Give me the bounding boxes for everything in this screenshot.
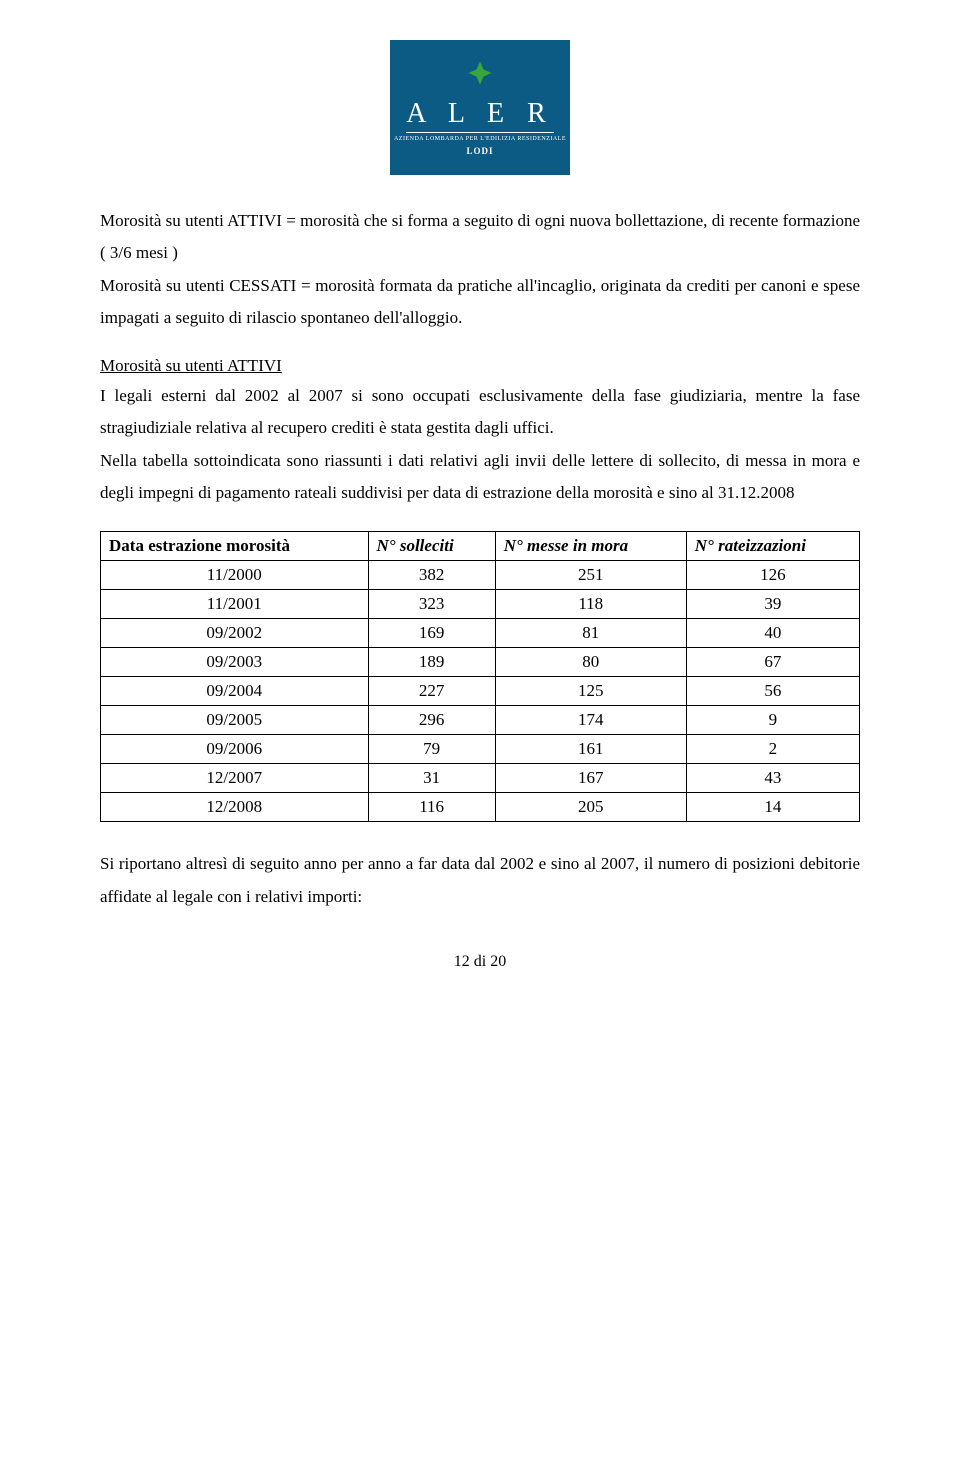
table-cell: 296: [368, 706, 495, 735]
table-cell: 31: [368, 764, 495, 793]
table-cell: 174: [495, 706, 686, 735]
table-row: 09/20052961749: [101, 706, 860, 735]
table-cell: 116: [368, 793, 495, 822]
table-cell: 39: [686, 590, 859, 619]
col-header-messe: N° messe in mora: [495, 532, 686, 561]
table-cell: 227: [368, 677, 495, 706]
col-header-rateizzazioni: N° rateizzazioni: [686, 532, 859, 561]
paragraph-1: Morosità su utenti ATTIVI = morosità che…: [100, 211, 860, 262]
table-row: 12/20073116743: [101, 764, 860, 793]
table-cell: 11/2000: [101, 561, 369, 590]
table-body: 11/200038225112611/20013231183909/200216…: [101, 561, 860, 822]
table-cell: 169: [368, 619, 495, 648]
table-cell: 67: [686, 648, 859, 677]
table-cell: 125: [495, 677, 686, 706]
table-cell: 205: [495, 793, 686, 822]
table-row: 12/200811620514: [101, 793, 860, 822]
table-cell: 09/2003: [101, 648, 369, 677]
table-cell: 09/2005: [101, 706, 369, 735]
table-cell: 161: [495, 735, 686, 764]
section-paragraph-group: I legali esterni dal 2002 al 2007 si son…: [100, 380, 860, 509]
table-row: 11/200132311839: [101, 590, 860, 619]
intro-paragraph-group: Morosità su utenti ATTIVI = morosità che…: [100, 205, 860, 334]
table-cell: 251: [495, 561, 686, 590]
paragraph-2: Morosità su utenti CESSATI = morosità fo…: [100, 276, 860, 327]
morosita-table: Data estrazione morosità N° solleciti N°…: [100, 531, 860, 822]
table-cell: 56: [686, 677, 859, 706]
table-cell: 9: [686, 706, 859, 735]
table-cell: 81: [495, 619, 686, 648]
table-cell: 43: [686, 764, 859, 793]
document-page: A L E R AZIENDA LOMBARDA PER L'EDILIZIA …: [0, 0, 960, 1001]
table-row: 09/20021698140: [101, 619, 860, 648]
logo-icon: [466, 59, 494, 92]
table-cell: 79: [368, 735, 495, 764]
table-row: 11/2000382251126: [101, 561, 860, 590]
table-cell: 126: [686, 561, 859, 590]
paragraph-5: Si riportano altresì di seguito anno per…: [100, 848, 860, 913]
table-cell: 323: [368, 590, 495, 619]
table-cell: 11/2001: [101, 590, 369, 619]
logo: A L E R AZIENDA LOMBARDA PER L'EDILIZIA …: [390, 40, 570, 175]
logo-city: LODI: [466, 146, 493, 156]
table-cell: 189: [368, 648, 495, 677]
col-header-data: Data estrazione morosità: [101, 532, 369, 561]
table-row: 09/20031898067: [101, 648, 860, 677]
table-cell: 118: [495, 590, 686, 619]
section-title: Morosità su utenti ATTIVI: [100, 356, 860, 376]
table-cell: 09/2004: [101, 677, 369, 706]
paragraph-3: I legali esterni dal 2002 al 2007 si son…: [100, 386, 860, 437]
table-cell: 40: [686, 619, 859, 648]
table-row: 09/200422712556: [101, 677, 860, 706]
table-cell: 12/2008: [101, 793, 369, 822]
table-cell: 382: [368, 561, 495, 590]
table-cell: 2: [686, 735, 859, 764]
table-cell: 09/2006: [101, 735, 369, 764]
table-row: 09/2006791612: [101, 735, 860, 764]
logo-subtitle: AZIENDA LOMBARDA PER L'EDILIZIA RESIDENZ…: [394, 136, 566, 142]
table-cell: 09/2002: [101, 619, 369, 648]
logo-title: A L E R: [406, 98, 554, 133]
table-cell: 80: [495, 648, 686, 677]
table-cell: 12/2007: [101, 764, 369, 793]
col-header-solleciti: N° solleciti: [368, 532, 495, 561]
table-header-row: Data estrazione morosità N° solleciti N°…: [101, 532, 860, 561]
table-cell: 14: [686, 793, 859, 822]
table-cell: 167: [495, 764, 686, 793]
page-number: 12 di 20: [100, 953, 860, 971]
paragraph-4: Nella tabella sottoindicata sono riassun…: [100, 451, 860, 502]
